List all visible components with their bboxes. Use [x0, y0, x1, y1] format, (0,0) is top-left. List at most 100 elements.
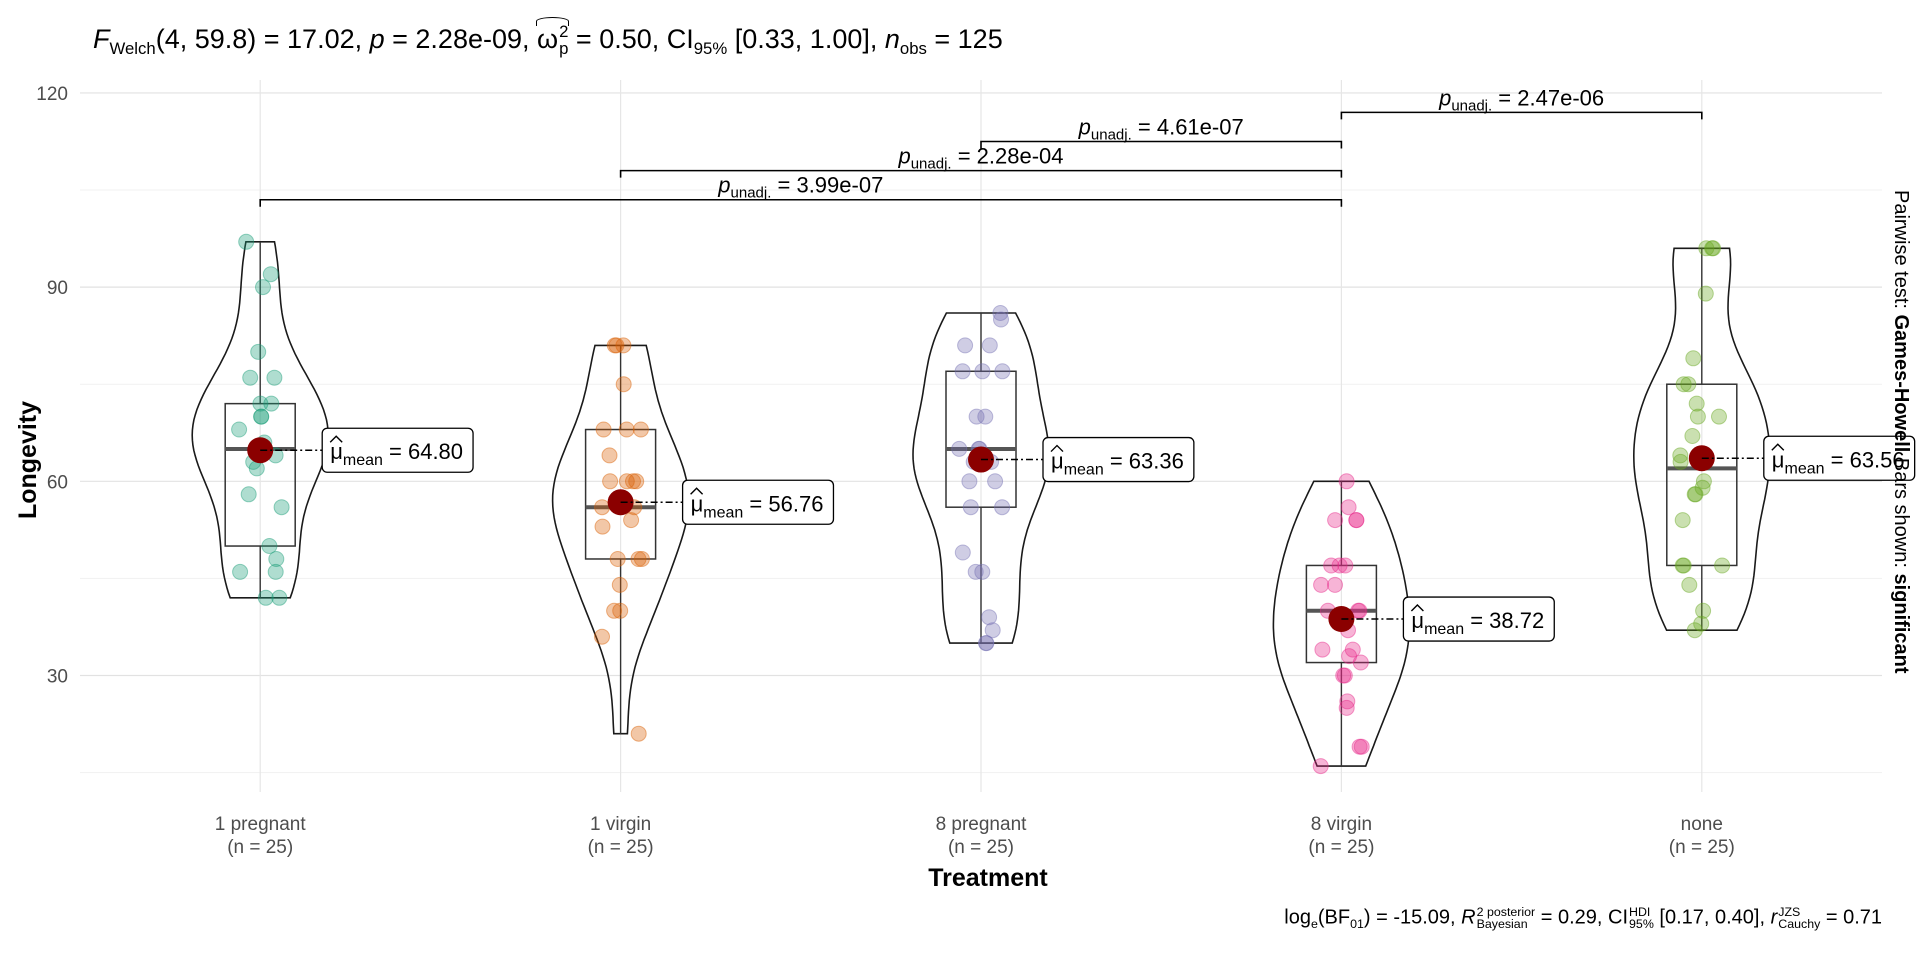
data-point [263, 395, 280, 412]
data-point [981, 609, 998, 626]
bracket-p-value: = 4.61e-07 [1132, 114, 1244, 139]
data-point [954, 544, 971, 561]
grid-layer [80, 80, 1882, 792]
f-value: = 17.02, [256, 24, 370, 54]
mean-label: μmean = 63.36 [1042, 436, 1195, 483]
mean-label-text: μmean = 63.36 [1051, 449, 1184, 479]
bracket-p-symbol: p [717, 173, 730, 198]
data-point [267, 563, 284, 580]
mean-label-mu: μ [691, 491, 704, 516]
data-point [630, 551, 647, 567]
violin-8-virgin [1272, 480, 1411, 767]
mean-label-hat [690, 487, 704, 495]
mean-label-sub: mean [1424, 621, 1464, 638]
bracket-label: punadj. = 2.28e-04 [897, 144, 1063, 173]
mean-label-sub: mean [343, 452, 383, 469]
violin-none [1632, 247, 1771, 631]
x-tick-label: none [1681, 814, 1723, 835]
bracket-p-sub: unadj. [1451, 97, 1492, 114]
bracket-p-value: = 3.99e-07 [771, 173, 883, 198]
data-point [252, 395, 269, 412]
violin-1-virgin [551, 344, 690, 735]
data-point [1313, 576, 1330, 593]
data-point [630, 725, 647, 742]
r2-value: = 0.29, CI [1535, 906, 1629, 929]
data-point [594, 499, 611, 516]
data-point [954, 363, 971, 380]
f-symbol: F [93, 24, 110, 54]
data-point [1337, 557, 1354, 574]
data-point [1675, 557, 1692, 574]
data-point [1352, 654, 1369, 671]
y-axis: 30 60 90 120 [36, 84, 68, 688]
data-point [1687, 486, 1704, 503]
n-value: = 125 [926, 24, 1003, 54]
mean-label-box [1042, 436, 1195, 483]
data-point [242, 369, 259, 386]
mean-label-box [1763, 435, 1916, 481]
mean-label: μmean = 64.80 [321, 427, 474, 473]
r-value: = 0.71 [1820, 906, 1882, 929]
data-point [968, 408, 985, 425]
mean-label-value: = 63.36 [1104, 449, 1184, 474]
data-point [1351, 738, 1368, 755]
bracket-p-symbol: p [1438, 85, 1451, 110]
data-point [632, 421, 649, 438]
data-point [248, 460, 265, 477]
mean-label-box [681, 479, 835, 525]
mean-label-mu: μ [1411, 608, 1424, 633]
bracket-label: punadj. = 3.99e-07 [717, 173, 883, 202]
y-tick-label: 90 [47, 278, 68, 299]
data-point [987, 473, 1004, 490]
r2-symbol: R [1461, 906, 1476, 929]
box-iqr [1666, 383, 1738, 567]
violin-8-pregnant [912, 312, 1050, 644]
mean-label-box [321, 427, 474, 473]
data-point [1674, 512, 1691, 529]
mean-label-value: = 38.72 [1464, 608, 1544, 633]
x-tick-n-label: (n = 25) [1308, 837, 1374, 858]
data-point [993, 311, 1009, 328]
x-axis: 1 pregnant(n = 25)1 virgin(n = 25)8 preg… [215, 814, 1735, 858]
r2-indices: 2 posterior Bayesian [1477, 906, 1536, 931]
mean-label-value: = 56.76 [743, 491, 823, 516]
data-point [268, 551, 285, 567]
pairwise-caption: Pairwise test: Games-Howell Bars shown: … [1890, 190, 1912, 674]
data-point [957, 337, 974, 354]
mean-label: μmean = 56.76 [681, 479, 835, 525]
mean-label-hat [329, 435, 343, 443]
bracket-p-value: = 2.28e-04 [952, 144, 1064, 169]
ci-superscript: HDI [1629, 905, 1651, 919]
data-point [257, 589, 274, 606]
r2-sup-posterior: posterior [1486, 905, 1536, 919]
box-iqr [224, 402, 296, 547]
data-point [977, 408, 994, 425]
data-point [1686, 486, 1703, 503]
data-point [633, 551, 650, 567]
mean-label-value: = 64.80 [383, 439, 463, 464]
data-point [612, 602, 629, 619]
log-subscript: e [1310, 917, 1318, 932]
data-point [1688, 395, 1705, 412]
x-tick-n-label: (n = 25) [588, 837, 654, 858]
comparison-bracket: punadj. = 3.99e-07 [259, 173, 1343, 207]
data-point [595, 421, 612, 438]
comparison-bracket: punadj. = 4.61e-07 [980, 114, 1343, 149]
omega-subscript: p [559, 38, 569, 58]
data-point [625, 473, 641, 490]
data-point [1697, 285, 1714, 302]
data-point [261, 538, 278, 554]
mean-label-hat [1771, 443, 1785, 451]
data-point [1681, 576, 1698, 593]
x-tick-label: 8 pregnant [936, 814, 1028, 835]
omega-value: = 0.50, CI [568, 24, 694, 54]
x-tick-label: 8 virgin [1311, 814, 1372, 835]
mean-label-hat [1410, 604, 1424, 612]
r-subscript: Cauchy [1778, 917, 1821, 932]
data-point [1353, 738, 1370, 755]
data-point [1344, 641, 1361, 658]
data-point [1675, 376, 1692, 393]
bf-value: ) = -15.09, [1363, 906, 1462, 929]
x-axis-title: Treatment [928, 864, 1048, 892]
